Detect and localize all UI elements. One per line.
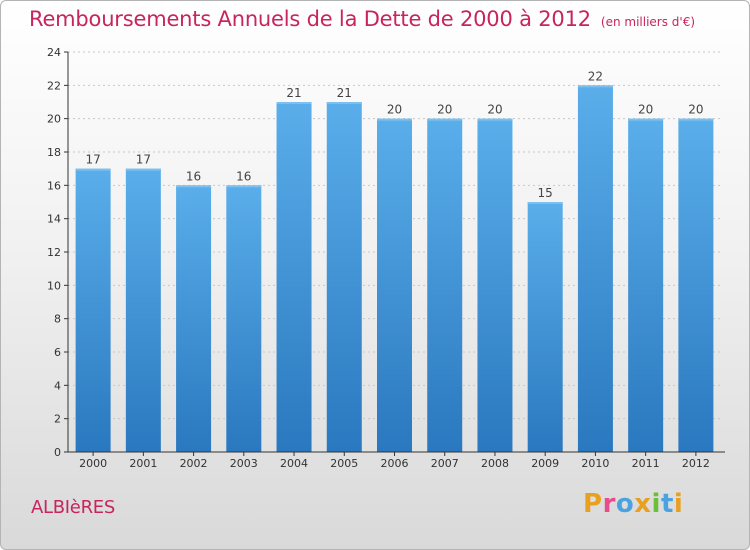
- x-tick-label: 2008: [481, 457, 509, 470]
- value-label: 20: [638, 103, 653, 117]
- bar-2009: [527, 202, 563, 452]
- value-label: 17: [85, 153, 100, 167]
- value-labels: 17 17 16 16 21 21 20 20 20 15 22 20 20: [85, 69, 703, 200]
- x-tick-label: 2007: [431, 457, 459, 470]
- y-tick-label: 18: [47, 146, 61, 159]
- x-tick-label: 2000: [79, 457, 107, 470]
- x-tick-label: 2002: [180, 457, 208, 470]
- value-label: 20: [487, 103, 502, 117]
- bar-highlight: [125, 168, 161, 171]
- bar-2012: [678, 118, 714, 453]
- brand-letter: P: [583, 489, 603, 519]
- bar-highlight: [75, 168, 111, 171]
- bar-2010: [577, 85, 613, 452]
- bar-highlight: [678, 118, 714, 121]
- bars: [75, 85, 714, 453]
- x-tick-label: 2005: [330, 457, 358, 470]
- bar-2011: [628, 118, 664, 453]
- brand-letter: t: [660, 489, 674, 519]
- bar-2006: [377, 118, 412, 453]
- bar-highlight: [276, 102, 312, 104]
- bar-highlight: [477, 118, 513, 121]
- bar-highlight: [226, 185, 262, 188]
- value-label: 21: [337, 86, 352, 100]
- bar-2000: [75, 168, 111, 452]
- bar-2007: [427, 118, 463, 453]
- value-label: 16: [186, 169, 201, 183]
- brand-letter: i: [673, 489, 684, 519]
- title-area: Remboursements Annuels de la Dette de 20…: [29, 7, 695, 31]
- y-tick-label: 10: [47, 279, 61, 292]
- chart-title: Remboursements Annuels de la Dette de 20…: [29, 7, 591, 31]
- y-tick-label: 2: [54, 413, 61, 426]
- bar-2001: [125, 168, 161, 452]
- bar-2005: [326, 102, 362, 452]
- x-tick-label: 2001: [129, 457, 157, 470]
- y-tick-label: 8: [54, 313, 61, 326]
- value-label: 20: [387, 103, 402, 117]
- x-tick-label: 2004: [280, 457, 308, 470]
- bar-highlight: [527, 202, 563, 204]
- bar-highlight: [577, 85, 613, 88]
- x-tick-label: 2003: [230, 457, 258, 470]
- value-label: 15: [538, 186, 553, 200]
- chart-subtitle: (en milliers d'€): [600, 15, 696, 29]
- y-tick-label: 0: [54, 446, 61, 459]
- brand-letter: i: [651, 489, 661, 519]
- x-tick-label: 2011: [632, 457, 660, 470]
- x-tick-label: 2009: [531, 457, 559, 470]
- value-label: 16: [236, 169, 251, 183]
- x-tick-label: 2012: [682, 457, 710, 470]
- value-label: 22: [588, 69, 603, 83]
- bar-highlight: [377, 118, 412, 121]
- brand-letter: o: [615, 489, 635, 519]
- value-label: 21: [286, 86, 301, 100]
- y-tick-label: 22: [47, 79, 61, 92]
- y-tick-label: 24: [47, 46, 61, 59]
- value-label: 17: [136, 153, 151, 167]
- x-tick-label: 2006: [381, 457, 409, 470]
- y-tick-label: 6: [54, 346, 61, 359]
- bar-2003: [226, 185, 262, 453]
- y-tick-label: 4: [54, 379, 61, 392]
- commune-name: ALBIèRES: [31, 497, 115, 518]
- bar-highlight: [427, 118, 463, 121]
- y-tick-label: 20: [47, 113, 61, 126]
- bar-highlight: [176, 185, 212, 188]
- bar-2008: [477, 118, 513, 453]
- brand-letter: x: [634, 489, 652, 519]
- value-label: 20: [437, 103, 452, 117]
- y-tick-label: 14: [47, 213, 61, 226]
- y-tick-label: 12: [47, 246, 61, 259]
- y-tick-label: 16: [47, 179, 61, 192]
- value-label: 20: [688, 103, 703, 117]
- x-tick-label: 2010: [581, 457, 609, 470]
- brand-letter: r: [602, 489, 616, 519]
- bar-highlight: [326, 102, 362, 104]
- bar-highlight: [628, 118, 664, 121]
- bar-2004: [276, 102, 312, 452]
- bar-2002: [176, 185, 212, 453]
- proxiti-logo[interactable]: Proxiti: [583, 489, 683, 519]
